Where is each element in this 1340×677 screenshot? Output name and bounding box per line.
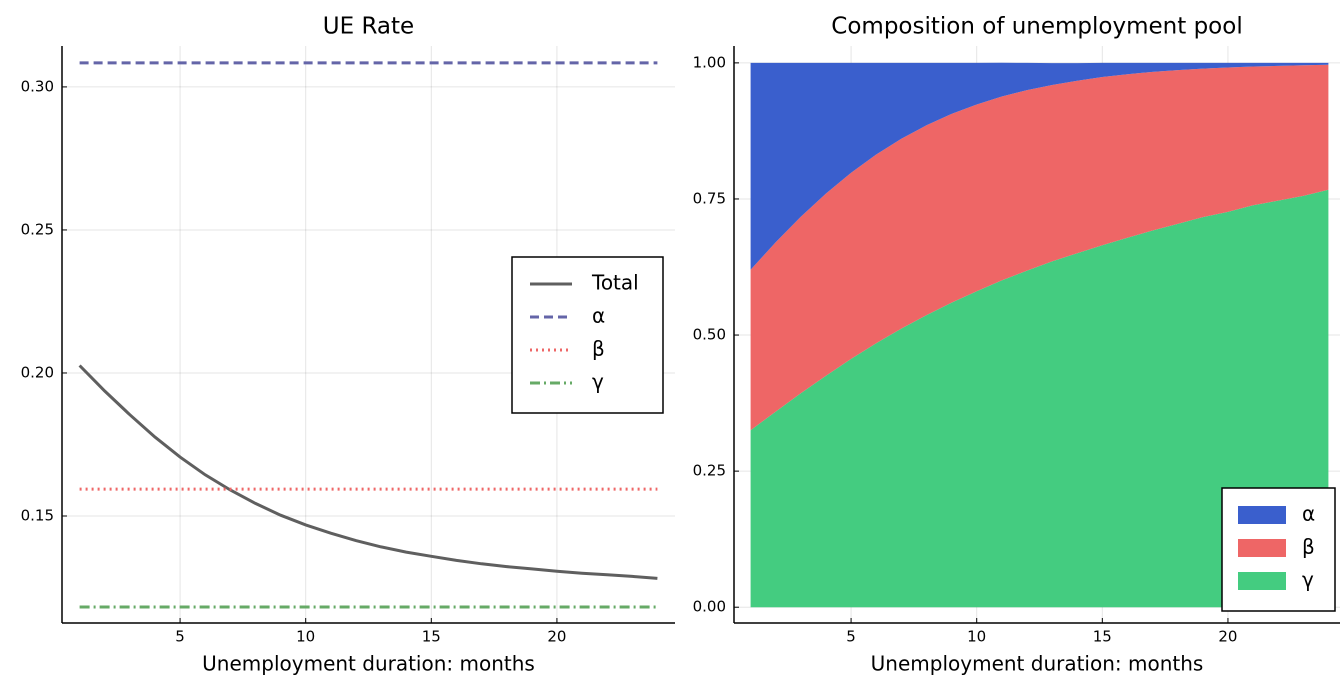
legend-label: γ [1302, 568, 1314, 592]
x-axis-label: Unemployment duration: months [871, 652, 1204, 676]
grid [62, 46, 675, 623]
line-series [78, 364, 658, 580]
chart: UE Rate Unemployment duration: months 5 10 1… [21, 14, 675, 676]
x-tick-label: 5 [175, 628, 185, 646]
y-tick-label: 1.00 [693, 53, 726, 71]
legend-label: β [592, 337, 605, 361]
chart-title: Composition of unemployment pool [831, 14, 1242, 40]
area-series [750, 64, 1329, 431]
area-series [750, 62, 1329, 270]
area-series [750, 189, 1329, 608]
legend-swatch [1238, 506, 1286, 524]
legend: Total αβγ [511, 256, 664, 414]
y-tick-label: 0.00 [693, 598, 726, 616]
y-tick-label: 0.25 [693, 462, 726, 480]
y-tick-label: 0.50 [693, 326, 726, 344]
legend-label: β [1302, 535, 1315, 559]
x-tick-label: 10 [296, 628, 315, 646]
chart-title: UE Rate [323, 14, 414, 40]
legend: αβγ [1221, 487, 1336, 612]
x-tick-label: 20 [547, 628, 566, 646]
x-tick-label: 15 [422, 628, 441, 646]
legend-swatch [1238, 572, 1286, 590]
legend-box [511, 256, 664, 414]
x-tick-label: 15 [1093, 628, 1112, 646]
x-axis-label: Unemployment duration: months [202, 652, 535, 676]
legend-label: γ [592, 370, 604, 394]
y-tick-label: 0.30 [21, 77, 54, 95]
y-tick-label: 0.15 [21, 507, 54, 525]
legend-label: Total [591, 271, 639, 295]
chart: Composition of unemployment pool Unemploy… [693, 14, 1340, 676]
y-tick-label: 0.25 [21, 220, 54, 238]
legend-label: α [592, 304, 605, 328]
y-tick-label: 0.20 [21, 363, 54, 381]
x-tick-label: 20 [1218, 628, 1237, 646]
legend-label: α [1302, 502, 1315, 526]
x-tick-label: 10 [967, 628, 986, 646]
x-tick-label: 5 [846, 628, 856, 646]
y-tick-label: 0.75 [693, 189, 726, 207]
legend-swatch [1238, 539, 1286, 557]
